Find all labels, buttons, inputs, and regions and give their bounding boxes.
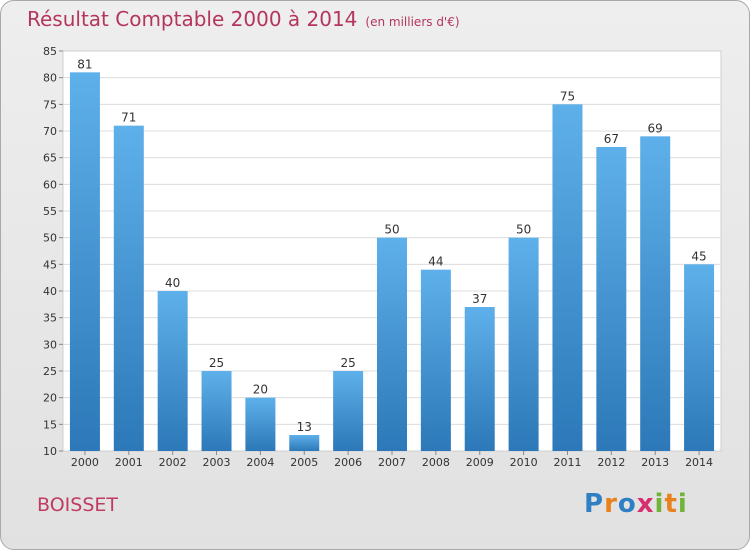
bar [552,104,583,451]
bar-value-label: 25 [209,356,224,370]
logo-letter: t [664,489,678,519]
chart-title: Résultat Comptable 2000 à 2014 (en millie… [27,7,460,31]
bar-value-label: 50 [384,223,399,237]
bar-value-label: 20 [253,383,268,397]
bar-value-label: 13 [297,420,312,434]
bar [684,264,715,451]
x-tick-label: 2002 [159,456,187,469]
chart-title-text: Résultat Comptable 2000 à 2014 [27,7,358,31]
proxiti-logo: Proxiti [584,489,688,519]
bar [508,237,539,451]
bar-value-label: 45 [691,249,706,263]
y-tick-label: 65 [43,152,57,165]
x-tick-label: 2007 [378,456,406,469]
x-tick-label: 2004 [246,456,274,469]
bar-value-label: 50 [516,223,531,237]
bar-value-label: 25 [340,356,355,370]
chart-unit: (en milliers d'€) [365,15,460,29]
logo-letter: i [677,489,688,519]
y-tick-label: 80 [43,72,57,85]
x-tick-label: 2010 [510,456,538,469]
bar-value-label: 71 [121,111,136,125]
y-tick-label: 55 [43,205,57,218]
x-tick-label: 2011 [553,456,581,469]
x-tick-label: 2005 [290,456,318,469]
bar [157,291,188,451]
bars: 81 71 40 25 20 13 25 50 44 37 50 75 67 69 45 [69,57,715,452]
bar [289,435,320,451]
y-tick-label: 50 [43,232,57,245]
bar [420,269,451,451]
x-tick-label: 2008 [422,456,450,469]
bar [596,147,627,451]
bar [113,125,144,452]
bar-value-label: 44 [428,255,443,269]
bar [333,371,364,451]
logo-letter: x [636,489,655,519]
bar [245,397,276,451]
bar [640,136,671,452]
y-tick-label: 75 [43,98,57,111]
bar-value-label: 67 [604,132,619,146]
logo-letter: r [604,489,618,519]
y-axis: 10 15 20 25 30 35 40 45 50 55 60 65 70 75 80 85 [43,45,63,458]
logo-letter: i [654,489,665,519]
y-tick-label: 20 [43,392,57,405]
x-tick-label: 2003 [203,456,231,469]
y-tick-label: 45 [43,258,57,271]
y-tick-label: 10 [43,445,57,458]
x-tick-label: 2001 [115,456,143,469]
place-name: BOISSET [37,494,118,516]
x-axis: 2000 2001 2002 2003 2004 2005 2006 2007 2008 2009… [71,451,713,469]
y-tick-label: 70 [43,125,57,138]
y-tick-label: 85 [43,45,57,58]
y-tick-label: 30 [43,338,57,351]
y-tick-label: 60 [43,178,57,191]
bar [201,371,232,451]
bar-value-label: 40 [165,276,180,290]
y-tick-label: 15 [43,418,57,431]
bar [377,237,407,451]
x-tick-label: 2000 [71,456,99,469]
bar-value-label: 75 [560,89,575,103]
logo-letter: o [617,489,637,519]
bar [69,72,100,451]
x-tick-label: 2014 [685,456,713,469]
bar [464,307,495,451]
bar-value-label: 37 [472,292,487,306]
x-tick-label: 2006 [334,456,362,469]
x-tick-label: 2009 [466,456,494,469]
bar-value-label: 81 [77,57,92,71]
x-tick-label: 2012 [597,456,625,469]
logo-letter: P [584,489,605,519]
bar-value-label: 69 [648,121,663,135]
y-tick-label: 35 [43,312,57,325]
y-tick-label: 40 [43,285,57,298]
y-tick-label: 25 [43,365,57,378]
x-tick-label: 2013 [641,456,669,469]
